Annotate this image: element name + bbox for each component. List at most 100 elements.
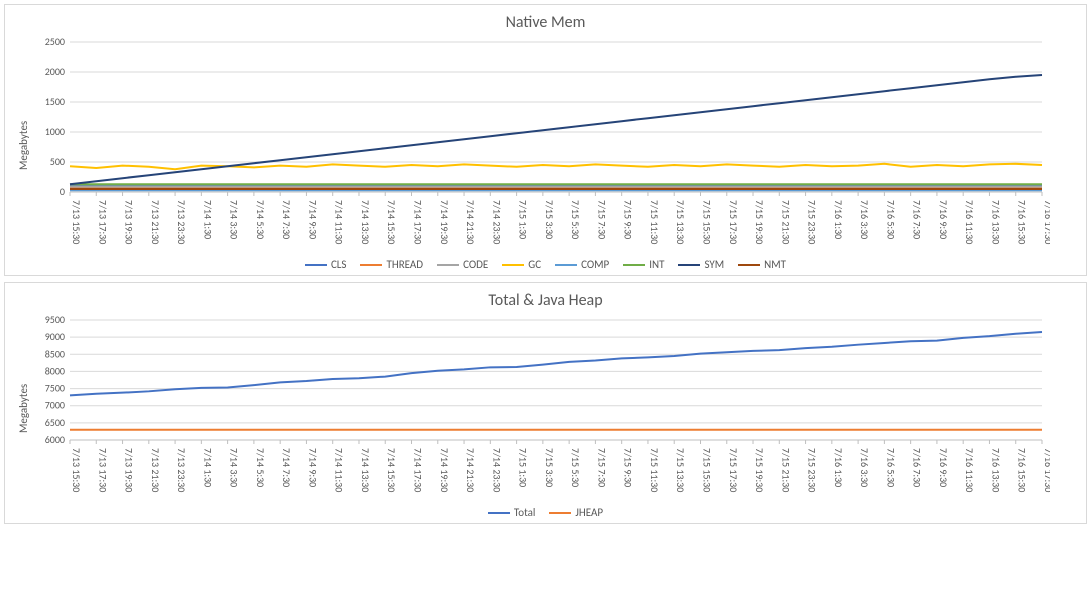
- svg-text:7/13 17:30: 7/13 17:30: [96, 200, 109, 244]
- legend-item: CODE: [437, 258, 488, 271]
- svg-text:7/13 15:30: 7/13 15:30: [70, 200, 83, 244]
- svg-text:7/14 15:30: 7/14 15:30: [385, 448, 398, 492]
- svg-text:2000: 2000: [45, 65, 65, 78]
- svg-text:7/15 5:30: 7/15 5:30: [569, 448, 582, 487]
- svg-text:7/15 7:30: 7/15 7:30: [595, 448, 608, 487]
- legend-item: INT: [623, 258, 664, 271]
- plot-svg: 050010001500200025007/13 15:307/13 17:30…: [30, 38, 1050, 252]
- svg-text:7/16 7:30: 7/16 7:30: [911, 200, 924, 239]
- svg-text:7/13 19:30: 7/13 19:30: [123, 200, 136, 244]
- legend-item: CLS: [305, 258, 347, 271]
- legend-swatch: [678, 264, 700, 266]
- svg-text:7/16 5:30: 7/16 5:30: [884, 200, 897, 239]
- legend-label: Total: [514, 506, 536, 519]
- legend-swatch: [488, 512, 510, 514]
- legend-label: INT: [649, 258, 664, 271]
- legend-label: NMT: [764, 258, 786, 271]
- svg-text:7/15 21:30: 7/15 21:30: [779, 200, 792, 244]
- svg-text:7/16 1:30: 7/16 1:30: [832, 200, 845, 239]
- svg-text:7000: 7000: [45, 399, 65, 412]
- legend-label: GC: [528, 258, 541, 271]
- svg-text:7/14 9:30: 7/14 9:30: [306, 200, 319, 239]
- svg-text:8500: 8500: [45, 347, 65, 360]
- svg-text:7/14 23:30: 7/14 23:30: [490, 200, 503, 244]
- legend-swatch: [555, 264, 577, 266]
- y-axis-label: Megabytes: [15, 316, 30, 500]
- svg-text:7/15 15:30: 7/15 15:30: [700, 448, 713, 492]
- svg-text:7500: 7500: [45, 382, 65, 395]
- svg-text:7/14 9:30: 7/14 9:30: [306, 448, 319, 487]
- legend-swatch: [549, 512, 571, 514]
- legend-label: COMP: [581, 258, 609, 271]
- native-mem-chart: Native Mem Megabytes 0500100015002000250…: [4, 4, 1087, 276]
- svg-text:7/14 13:30: 7/14 13:30: [359, 200, 372, 244]
- svg-text:7/15 3:30: 7/15 3:30: [543, 200, 556, 239]
- svg-text:7/15 17:30: 7/15 17:30: [727, 448, 740, 492]
- chart-title: Native Mem: [15, 13, 1076, 32]
- svg-text:7/15 9:30: 7/15 9:30: [622, 448, 635, 487]
- svg-text:7/13 21:30: 7/13 21:30: [149, 200, 162, 244]
- legend-label: CLS: [331, 258, 347, 271]
- plot-svg: 600065007000750080008500900095007/13 15:…: [30, 316, 1050, 500]
- legend: CLS THREAD CODE GC COMP INT SYM NMT: [15, 258, 1076, 271]
- svg-text:7/15 23:30: 7/15 23:30: [806, 448, 819, 492]
- svg-text:7/15 19:30: 7/15 19:30: [753, 448, 766, 492]
- svg-text:7/15 1:30: 7/15 1:30: [517, 200, 530, 239]
- legend-item: NMT: [738, 258, 786, 271]
- svg-text:7/14 19:30: 7/14 19:30: [438, 200, 451, 244]
- legend-item: Total: [488, 506, 536, 519]
- plot-wrap: 600065007000750080008500900095007/13 15:…: [30, 316, 1076, 500]
- svg-text:7/15 9:30: 7/15 9:30: [622, 200, 635, 239]
- svg-text:7/14 15:30: 7/14 15:30: [385, 200, 398, 244]
- svg-text:7/14 17:30: 7/14 17:30: [412, 200, 425, 244]
- svg-text:7/15 5:30: 7/15 5:30: [569, 200, 582, 239]
- y-axis-label: Megabytes: [15, 38, 30, 252]
- chart-body: Megabytes 050010001500200025007/13 15:30…: [15, 38, 1076, 252]
- svg-text:7/16 15:30: 7/16 15:30: [1016, 448, 1029, 492]
- svg-text:7/16 9:30: 7/16 9:30: [937, 200, 950, 239]
- chart-body: Megabytes 600065007000750080008500900095…: [15, 316, 1076, 500]
- svg-text:7/15 21:30: 7/15 21:30: [779, 448, 792, 492]
- svg-text:6500: 6500: [45, 416, 65, 429]
- svg-text:7/14 21:30: 7/14 21:30: [464, 448, 477, 492]
- legend-swatch: [437, 264, 459, 266]
- svg-text:7/16 11:30: 7/16 11:30: [963, 200, 976, 244]
- svg-text:2500: 2500: [45, 38, 65, 48]
- svg-text:7/14 1:30: 7/14 1:30: [201, 448, 214, 487]
- svg-text:7/16 17:30: 7/16 17:30: [1042, 200, 1050, 244]
- svg-text:7/16 5:30: 7/16 5:30: [884, 448, 897, 487]
- svg-text:7/14 17:30: 7/14 17:30: [412, 448, 425, 492]
- svg-text:7/14 11:30: 7/14 11:30: [333, 448, 346, 492]
- svg-text:7/15 15:30: 7/15 15:30: [700, 200, 713, 244]
- svg-text:7/14 5:30: 7/14 5:30: [254, 448, 267, 487]
- svg-text:7/14 3:30: 7/14 3:30: [228, 448, 241, 487]
- legend-swatch: [502, 264, 524, 266]
- svg-text:7/14 7:30: 7/14 7:30: [280, 200, 293, 239]
- svg-text:500: 500: [50, 155, 65, 168]
- legend-item: JHEAP: [549, 506, 603, 519]
- svg-text:8000: 8000: [45, 364, 65, 377]
- svg-text:7/13 19:30: 7/13 19:30: [123, 448, 136, 492]
- legend-item: THREAD: [360, 258, 423, 271]
- legend-swatch: [360, 264, 382, 266]
- svg-text:7/15 13:30: 7/15 13:30: [674, 200, 687, 244]
- svg-text:7/15 7:30: 7/15 7:30: [595, 200, 608, 239]
- svg-text:7/16 3:30: 7/16 3:30: [858, 200, 871, 239]
- svg-text:7/14 1:30: 7/14 1:30: [201, 200, 214, 239]
- svg-text:7/16 17:30: 7/16 17:30: [1042, 448, 1050, 492]
- svg-text:7/15 17:30: 7/15 17:30: [727, 200, 740, 244]
- svg-text:7/16 11:30: 7/16 11:30: [963, 448, 976, 492]
- svg-text:7/16 15:30: 7/16 15:30: [1016, 200, 1029, 244]
- svg-text:7/16 13:30: 7/16 13:30: [989, 448, 1002, 492]
- legend-label: SYM: [704, 258, 724, 271]
- svg-text:7/13 17:30: 7/13 17:30: [96, 448, 109, 492]
- svg-text:9000: 9000: [45, 330, 65, 343]
- legend: Total JHEAP: [15, 506, 1076, 519]
- svg-text:7/14 23:30: 7/14 23:30: [490, 448, 503, 492]
- legend-swatch: [738, 264, 760, 266]
- svg-text:7/14 21:30: 7/14 21:30: [464, 200, 477, 244]
- legend-label: JHEAP: [575, 506, 603, 519]
- svg-text:7/14 5:30: 7/14 5:30: [254, 200, 267, 239]
- svg-text:1000: 1000: [45, 125, 65, 138]
- svg-text:7/16 1:30: 7/16 1:30: [832, 448, 845, 487]
